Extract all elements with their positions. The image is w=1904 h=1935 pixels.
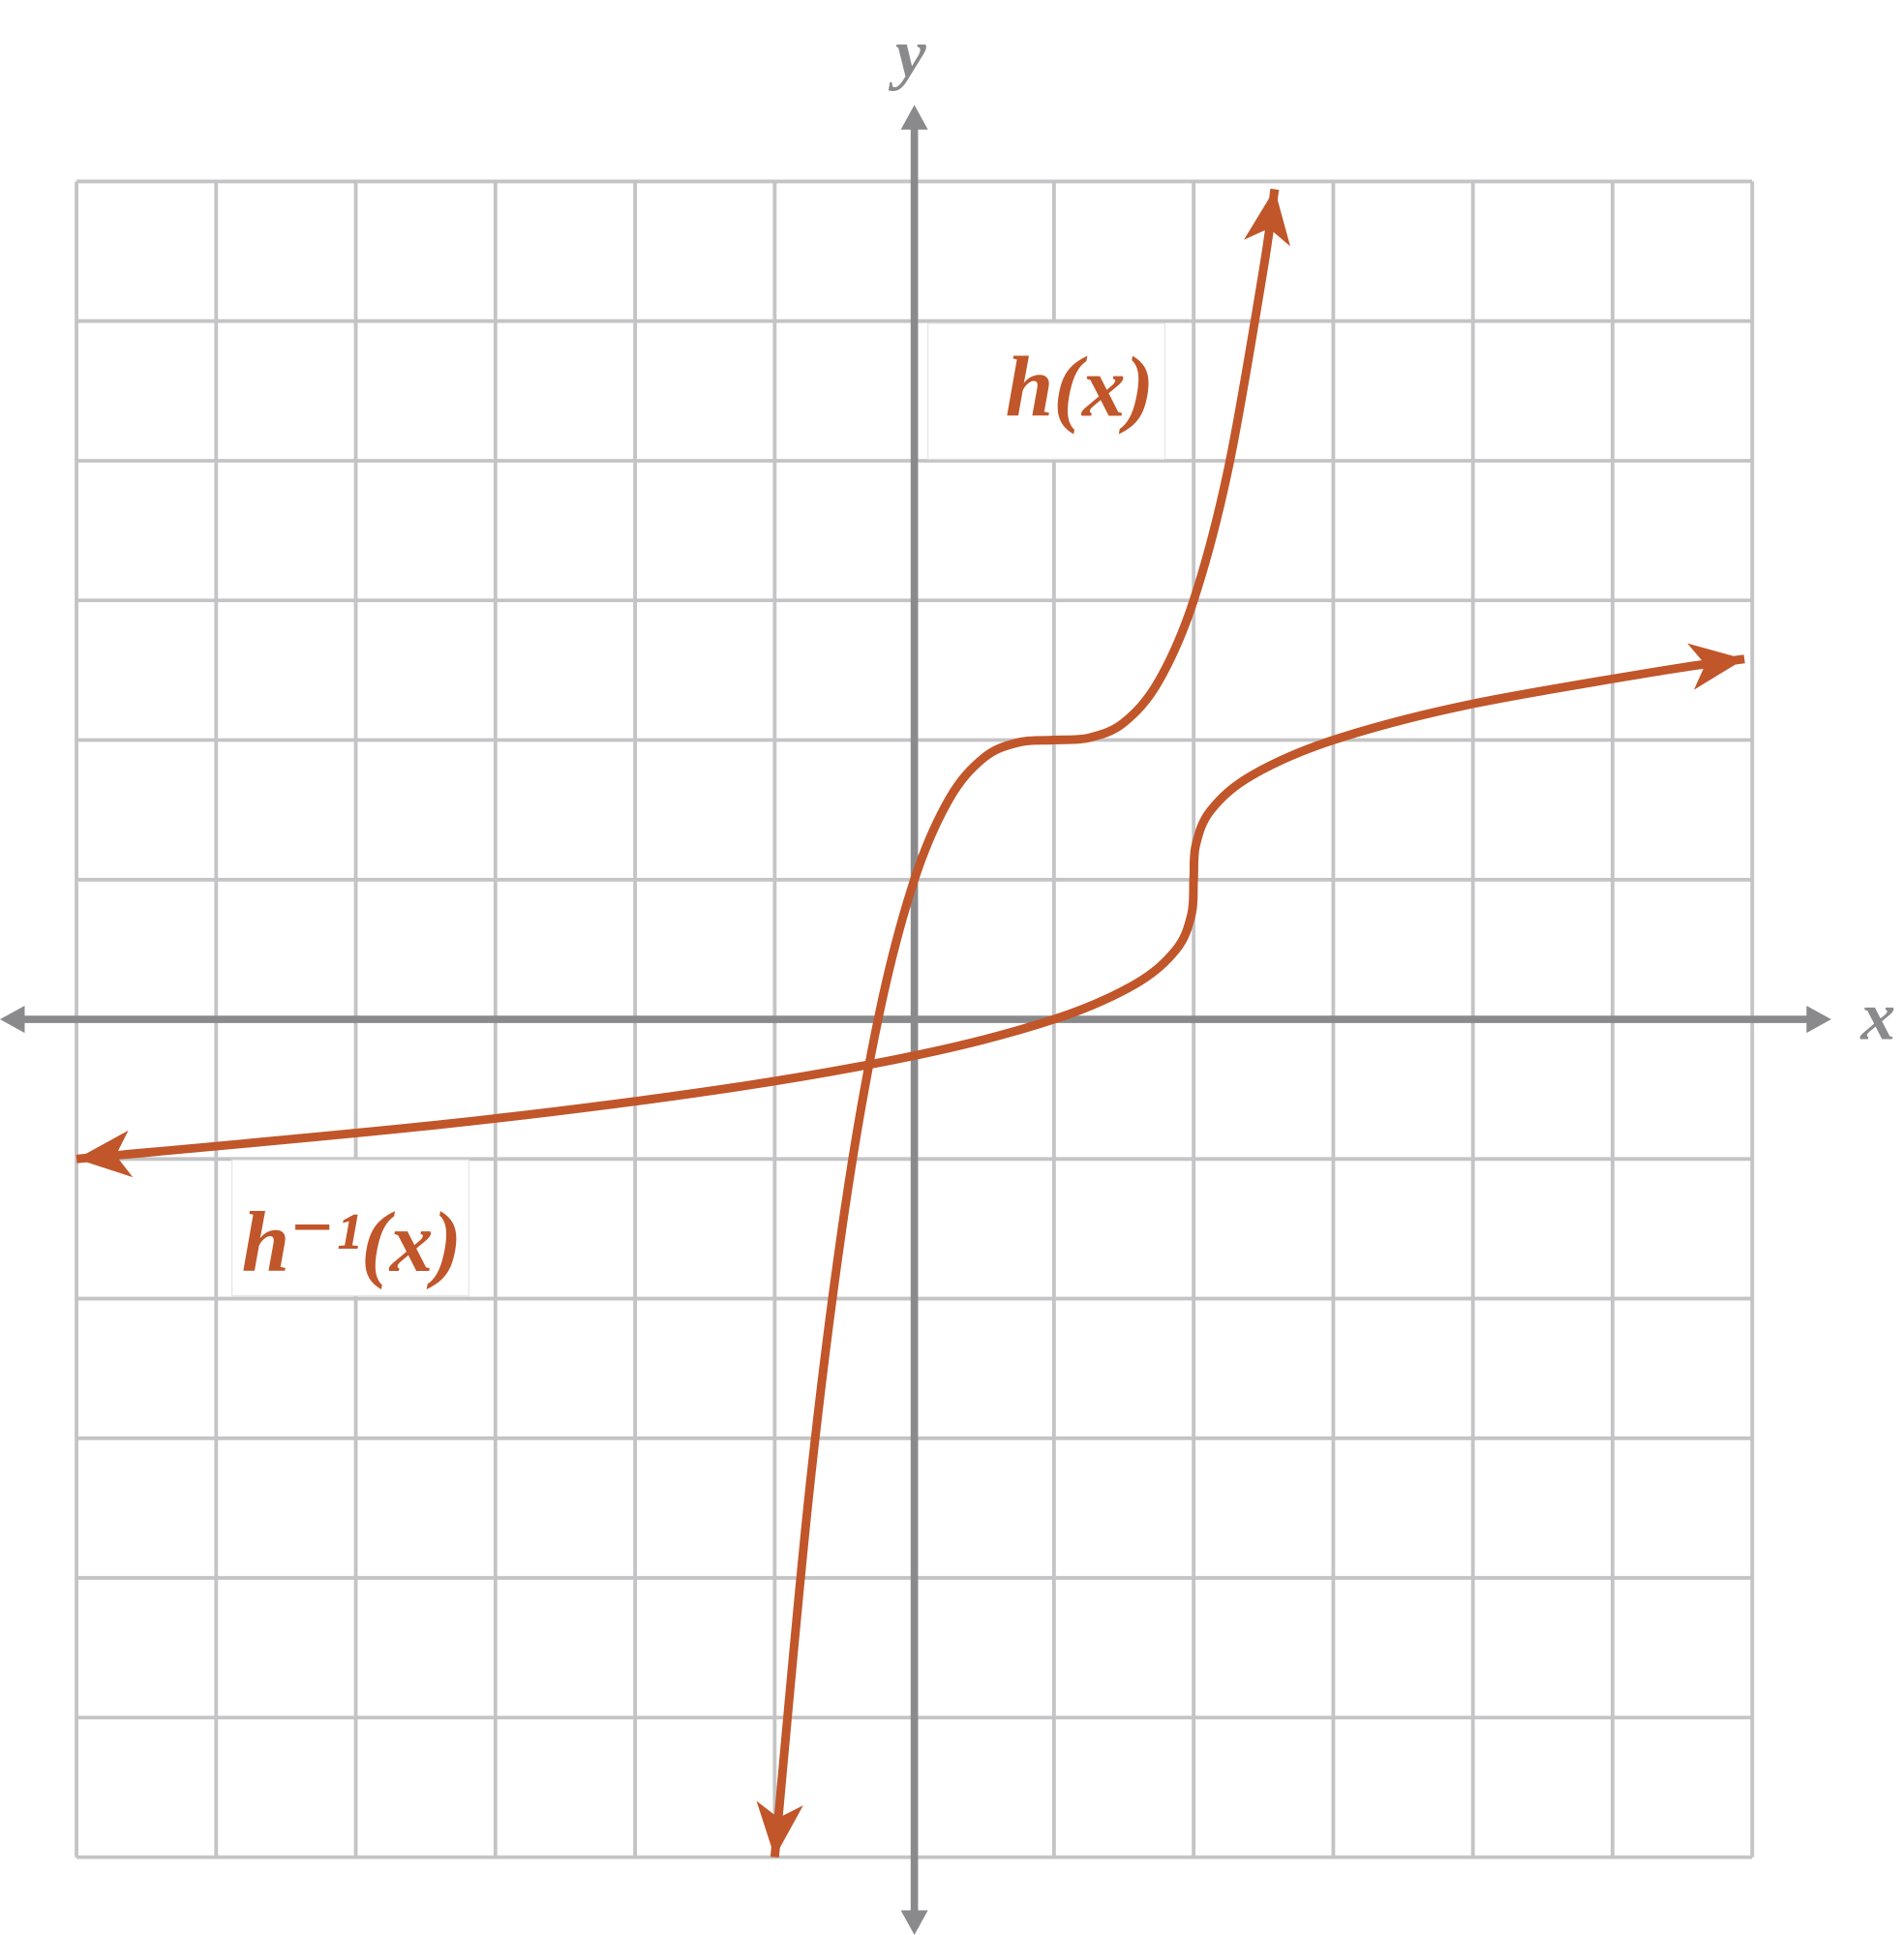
series-label: h⁻¹(x) (242, 1194, 463, 1290)
axes: x y (0, 15, 1895, 1935)
x-axis-label: x (1859, 978, 1895, 1054)
series-label: h(x) (1006, 340, 1155, 436)
x-axis-arrow (1806, 1006, 1831, 1034)
x-axis-arrow (0, 1006, 25, 1034)
curves (76, 188, 1745, 1859)
labels: h(x) h⁻¹(x) (231, 322, 1166, 1297)
line-arrow (756, 1800, 803, 1858)
line-arrow (76, 1130, 134, 1178)
line-arrow (1687, 643, 1745, 690)
y-axis-label: y (888, 15, 926, 92)
line (76, 654, 1745, 1164)
line (770, 188, 1280, 1859)
y-axis-arrow (900, 1910, 928, 1935)
line-arrow (1244, 189, 1290, 247)
label-box (231, 1159, 470, 1297)
y-axis-arrow (900, 105, 928, 130)
label-box (927, 322, 1166, 460)
